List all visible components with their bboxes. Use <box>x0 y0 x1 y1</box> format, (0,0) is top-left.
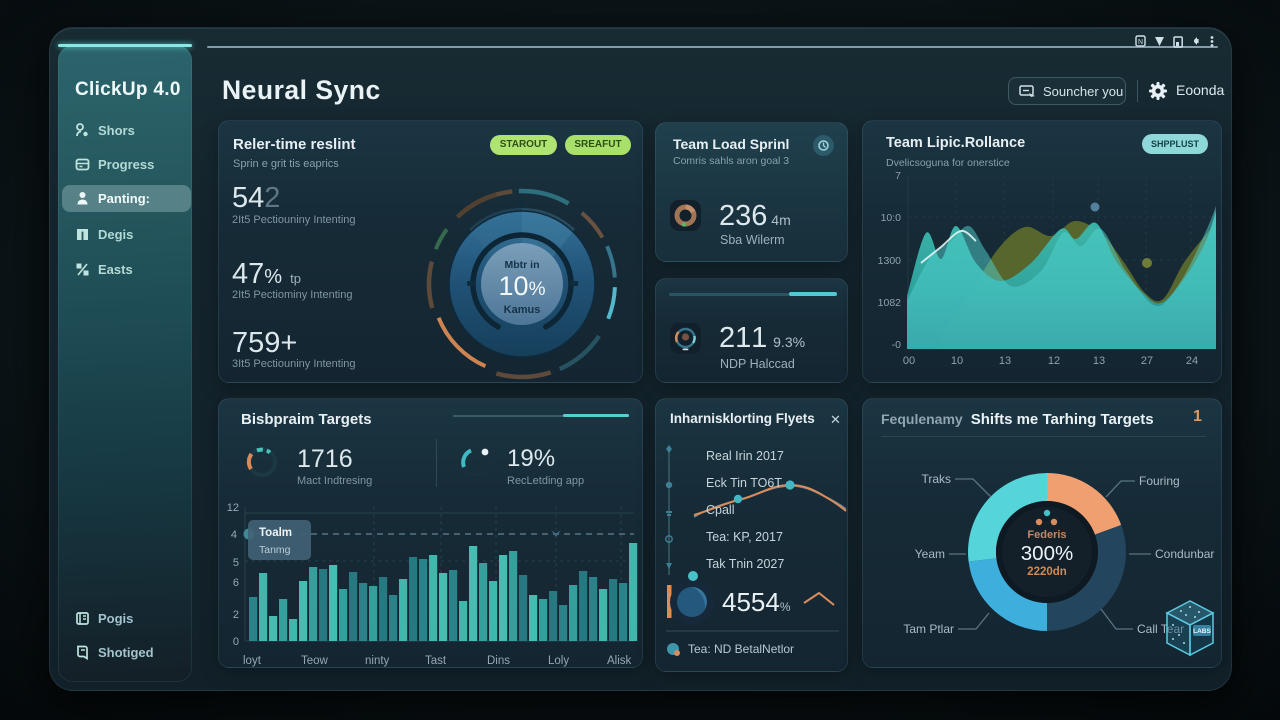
svg-text:Kamus: Kamus <box>504 304 541 316</box>
svg-text:ninty: ninty <box>365 655 390 667</box>
svg-text:Dins: Dins <box>487 655 510 667</box>
svg-text:0: 0 <box>233 636 239 648</box>
svg-text:Alisk: Alisk <box>607 655 632 667</box>
svg-text:LABS: LABS <box>1193 628 1211 635</box>
svg-text:12: 12 <box>227 502 239 514</box>
svg-text:10:0: 10:0 <box>881 212 902 224</box>
svg-text:Tam Ptlar: Tam Ptlar <box>903 622 954 636</box>
svg-text:1300: 1300 <box>878 255 902 267</box>
svg-text:Tast: Tast <box>425 655 447 667</box>
svg-text:5: 5 <box>233 557 239 569</box>
svg-text:Yeam: Yeam <box>915 547 945 561</box>
svg-text:loyt: loyt <box>243 655 262 667</box>
svg-text:Traks: Traks <box>921 472 951 486</box>
svg-text:Toalm: Toalm <box>259 527 292 539</box>
svg-text:Loly: Loly <box>548 655 569 667</box>
svg-text:2: 2 <box>233 609 239 621</box>
svg-text:2220dn: 2220dn <box>1027 566 1067 578</box>
svg-text:Teow: Teow <box>301 655 329 667</box>
svg-text:24: 24 <box>1186 355 1198 367</box>
svg-text:13: 13 <box>999 355 1011 367</box>
svg-text:Mbtr in: Mbtr in <box>505 259 540 271</box>
svg-text:300%: 300% <box>1021 542 1073 565</box>
svg-text:Condunbar: Condunbar <box>1155 547 1214 561</box>
svg-text:-0: -0 <box>892 339 901 351</box>
svg-text:Fouring: Fouring <box>1139 474 1180 488</box>
svg-text:27: 27 <box>1141 355 1153 367</box>
svg-text:00: 00 <box>903 355 915 367</box>
svg-text:12: 12 <box>1048 355 1060 367</box>
svg-text:10: 10 <box>951 355 963 367</box>
svg-text:6: 6 <box>233 577 239 589</box>
svg-text:4: 4 <box>231 529 237 541</box>
svg-text:Tanmg: Tanmg <box>259 544 291 556</box>
svg-text:10%: 10% <box>499 271 546 301</box>
svg-text:7: 7 <box>895 170 901 182</box>
svg-text:Federis: Federis <box>1027 529 1066 541</box>
svg-text:N: N <box>1138 39 1143 46</box>
svg-text:1082: 1082 <box>878 297 902 309</box>
svg-text:13: 13 <box>1093 355 1105 367</box>
